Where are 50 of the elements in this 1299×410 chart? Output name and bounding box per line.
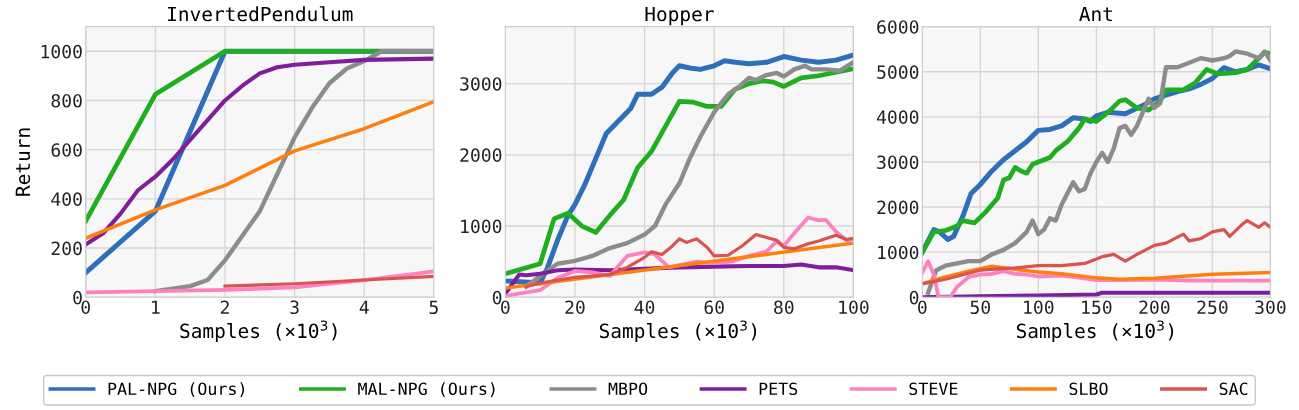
x-tick-label: 80 [774, 300, 794, 315]
line-series [85, 56, 434, 247]
y-tick-label: 3000 [877, 155, 919, 170]
x-axis-title: Samples (×10$^{3}$) [180, 320, 337, 342]
y-tick-label: 200 [51, 241, 82, 256]
y-tick-label: 2000 [877, 200, 919, 215]
x-tick-label: 60 [704, 300, 724, 315]
x-axis-title: Samples (×10$^{3}$) [1016, 320, 1174, 342]
legend-label: MBPO [608, 382, 648, 396]
x-tick-label: 20 [565, 300, 585, 315]
y-tick-label: 3000 [460, 77, 502, 91]
y-tick-label: 800 [51, 93, 82, 108]
y-tick-label: 1000 [41, 44, 82, 59]
line-series [223, 274, 434, 288]
y-tick-label: 1000 [461, 219, 502, 234]
line-series [524, 232, 854, 289]
legend-label: PETS [759, 382, 798, 396]
x-tick-label: 3 [290, 300, 299, 315]
x-tick-label: 200 [1139, 300, 1170, 315]
y-tick-label: 4000 [876, 110, 919, 125]
x-axis-title: Samples (×10$^{3}$) [599, 320, 757, 342]
x-tick-label: 100 [839, 300, 869, 315]
legend-label: SLBO [1069, 382, 1108, 396]
x-tick-label: 1 [152, 300, 160, 314]
y-tick-label: 1000 [878, 245, 919, 260]
legend-label: PAL-NPG (Ours) [108, 382, 245, 398]
x-tick-label: 40 [634, 300, 655, 315]
x-tick-label: 5 [429, 300, 438, 315]
line-series [85, 99, 434, 240]
y-tick-label: 5000 [877, 65, 919, 79]
legend-label: STEVE [909, 382, 958, 396]
x-tick-label: 50 [970, 300, 991, 315]
x-tick-label: 150 [1082, 300, 1112, 315]
chart-title: Ant [1079, 6, 1113, 22]
y-axis-title: Return [15, 128, 31, 196]
x-tick-label: 300 [1255, 300, 1286, 315]
x-tick-label: 100 [1024, 300, 1054, 315]
x-tick-label: 250 [1197, 300, 1228, 315]
x-tick-label: 4 [359, 300, 369, 314]
chart-title: InvertedPendulum [168, 6, 353, 22]
y-tick-label: 600 [51, 143, 82, 157]
line-series [153, 49, 434, 294]
y-tick-label: 400 [51, 192, 82, 207]
legend-label: SAC [1219, 382, 1248, 396]
y-tick-label: 2000 [460, 148, 502, 162]
chart-title: Hopper [645, 6, 714, 26]
line-series [922, 218, 1271, 286]
x-tick-label: 2 [220, 300, 229, 314]
legend-label: MAL-NPG (Ours) [358, 382, 495, 398]
y-tick-label: 6000 [877, 20, 919, 34]
